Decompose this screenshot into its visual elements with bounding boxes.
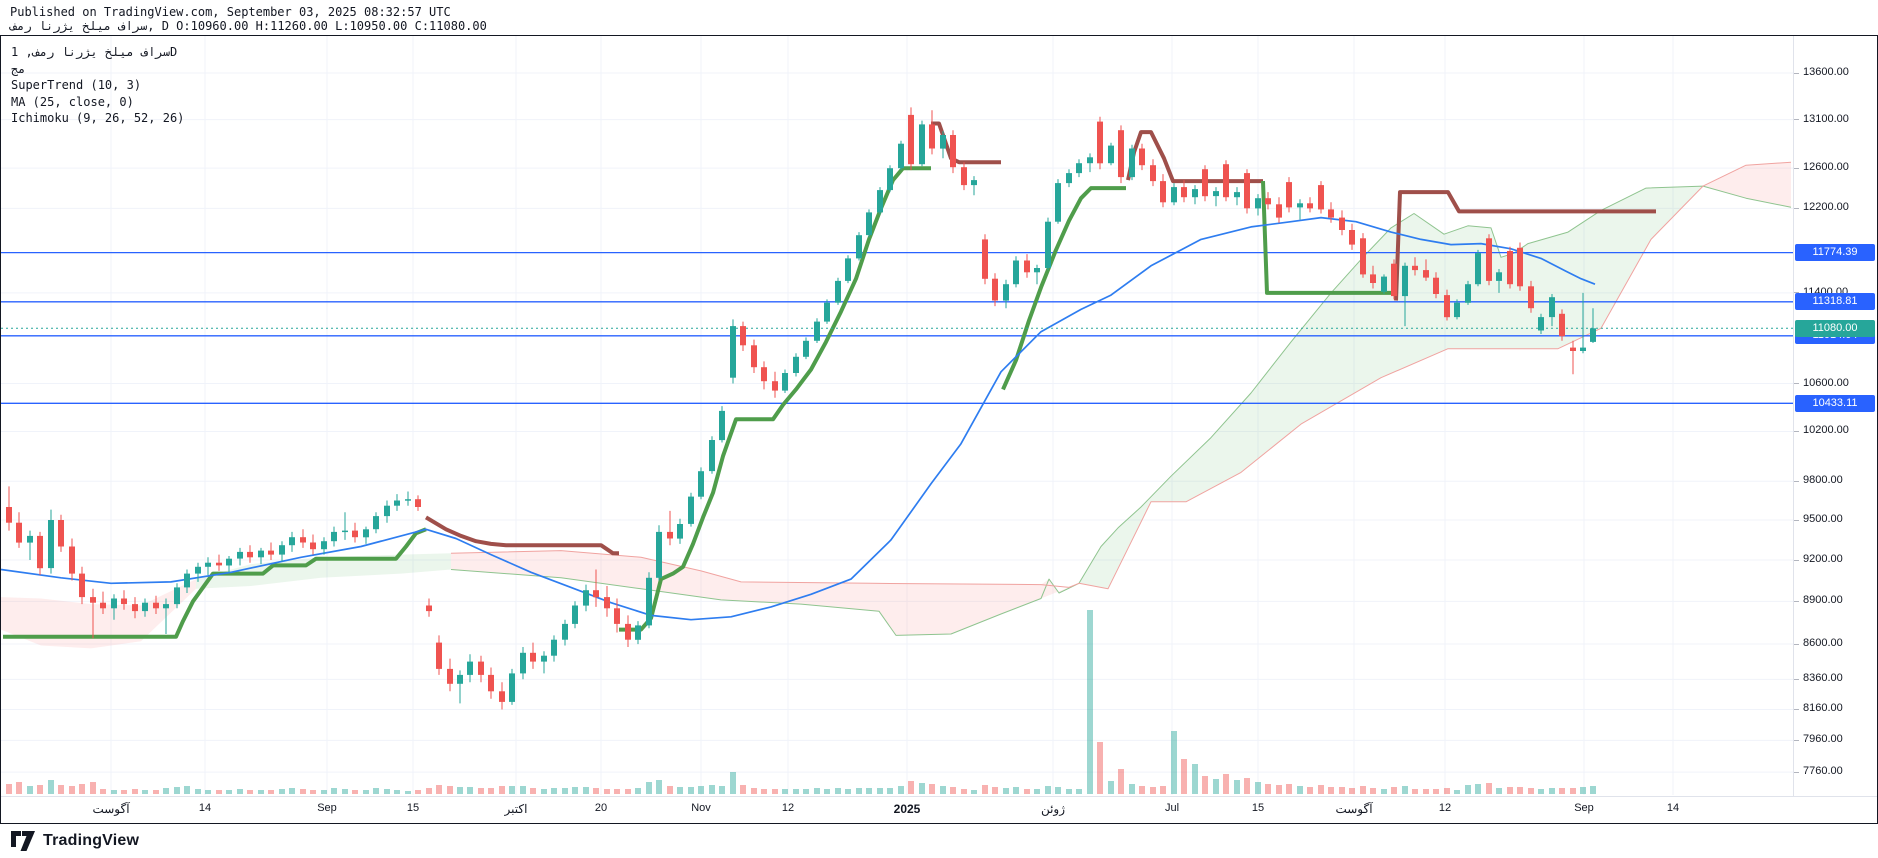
price-tick-label: 13100.00 — [1803, 112, 1849, 125]
price-tick-dash — [1794, 119, 1799, 121]
level-price-badge: 11318.81 — [1795, 293, 1875, 311]
chart-frame: سراف ميلخ يژرنا رمف, 1D مج SuperTrend (1… — [0, 35, 1878, 824]
time-tick-label: 15 — [1251, 802, 1265, 814]
price-tick-label: 10200.00 — [1803, 424, 1849, 437]
legend-supertrend[interactable]: SuperTrend (10, 3) — [11, 78, 142, 92]
time-tick-label: 12 — [1438, 802, 1452, 814]
price-axis[interactable]: 13600.00 13100.00 12600.00 12200.00 11400.00… — [1794, 36, 1877, 796]
legend-subtitle: مج — [11, 61, 26, 76]
price-tick-label: 8160.00 — [1803, 702, 1843, 715]
price-tick-label: 8600.00 — [1803, 637, 1843, 650]
published-on-line: Published on TradingView.com, September … — [10, 5, 451, 19]
time-tick-label: Jul — [1164, 802, 1180, 814]
time-tick-label: آگوست — [92, 802, 130, 816]
time-tick-label: 14 — [1666, 802, 1680, 814]
grid — [1, 36, 1793, 795]
axis-separator-horizontal — [1, 796, 1877, 797]
ma-line — [0, 216, 1596, 621]
footer: TradingView — [10, 828, 139, 854]
price-tick-dash — [1794, 643, 1799, 645]
volume-bars — [6, 610, 1596, 794]
time-axis[interactable]: آگوست 14 Sep 15 اکتبر 20 Nov 12 2025 ژوئن Jul 15 آگو… — [1, 797, 1793, 822]
supertrend-line — [3, 121, 1656, 639]
chart-legend: سراف ميلخ يژرنا رمف, 1D مج SuperTrend (1… — [11, 44, 184, 127]
price-tick-dash — [1794, 292, 1799, 294]
price-tick-dash — [1794, 708, 1799, 710]
ichimoku-cloud — [1, 161, 1792, 649]
price-tick-dash — [1794, 167, 1799, 169]
price-tick-dash — [1794, 600, 1799, 602]
current-price-badge: 11080.00 — [1795, 319, 1875, 337]
price-tick-dash — [1794, 519, 1799, 521]
symbol-ohlc-line: سراف ميلخ يژرنا رمف, D O:10960.00 H:1126… — [10, 19, 487, 33]
price-tick-dash — [1794, 383, 1799, 385]
chart-canvas[interactable]: سراف ميلخ يژرنا رمف, 1D مج SuperTrend (1… — [0, 36, 1793, 796]
legend-ichimoku[interactable]: Ichimoku (9, 26, 52, 26) — [11, 111, 185, 125]
time-tick-label: 20 — [594, 802, 608, 814]
price-tick-label: 12600.00 — [1803, 161, 1849, 174]
time-tick-label: 2025 — [893, 802, 921, 816]
price-tick-dash — [1794, 739, 1799, 741]
tradingview-logo-text[interactable]: TradingView — [43, 832, 140, 849]
price-tick-label: 9800.00 — [1803, 474, 1843, 487]
chart-svg[interactable] — [0, 36, 1793, 796]
candles — [6, 107, 1596, 710]
price-tick-label: 9500.00 — [1803, 513, 1843, 526]
time-tick-label: اکتبر — [504, 802, 528, 816]
time-tick-label: 12 — [781, 802, 795, 814]
price-tick-dash — [1794, 771, 1799, 773]
legend-ma[interactable]: MA (25, close, 0) — [11, 94, 134, 109]
price-tick-dash — [1794, 678, 1799, 680]
horizontal-level-lines[interactable] — [1, 251, 1793, 404]
time-tick-label: ژوئن — [1040, 802, 1066, 816]
price-tick-dash — [1794, 480, 1799, 482]
tradingview-logo-icon[interactable] — [10, 830, 36, 852]
legend-symbol-line: سراف ميلخ يژرنا رمف, 1D — [11, 45, 178, 59]
time-tick-label: 15 — [406, 802, 420, 814]
time-tick-label: 14 — [198, 802, 212, 814]
time-tick-label: Sep — [317, 802, 337, 814]
price-tick-dash — [1794, 559, 1799, 561]
price-tick-label: 13600.00 — [1803, 66, 1849, 78]
price-tick-label: 12200.00 — [1803, 201, 1849, 214]
time-tick-label: Nov — [691, 802, 711, 814]
time-tick-label: آگوست — [1335, 802, 1373, 816]
price-tick-dash — [1794, 207, 1799, 209]
price-tick-label: 9200.00 — [1803, 553, 1843, 566]
price-tick-label: 7960.00 — [1803, 733, 1843, 746]
price-tick-dash — [1794, 72, 1799, 74]
time-tick-label: Sep — [1574, 802, 1594, 814]
axis-separator-vertical — [1793, 36, 1794, 796]
level-price-badge: 11774.39 — [1795, 244, 1875, 262]
level-price-badge: 10433.11 — [1795, 394, 1875, 412]
price-tick-label: 10600.00 — [1803, 376, 1849, 389]
price-tick-label: 7760.00 — [1803, 765, 1843, 778]
price-tick-dash — [1794, 430, 1799, 432]
price-tick-label: 8900.00 — [1803, 594, 1843, 607]
price-tick-label: 8360.00 — [1803, 672, 1843, 685]
